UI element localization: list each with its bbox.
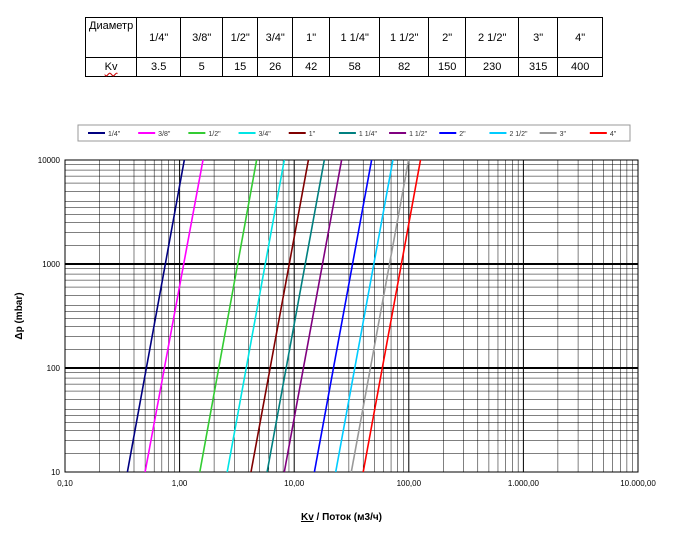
table-header-row: Диаметр 1/4" 3/8" 1/2" 3/4" 1" 1 1/4" 1 1/2" 2"… bbox=[84, 17, 604, 58]
kv-value-cell: 3.5 bbox=[136, 57, 182, 77]
x-tick-label: 10.000,00 bbox=[620, 479, 656, 488]
y-tick-label: 10000 bbox=[38, 156, 61, 165]
size-cell: 1/4" bbox=[136, 17, 182, 58]
series-line bbox=[126, 159, 186, 473]
legend-label: 3" bbox=[560, 131, 567, 138]
kv-value-cell: 58 bbox=[329, 57, 381, 77]
x-tick-label: 0,10 bbox=[57, 479, 73, 488]
x-axis-title: Kv / Поток (м3/ч) bbox=[301, 512, 382, 523]
size-cell: 1 1/4" bbox=[329, 17, 381, 58]
legend-label: 1/2" bbox=[208, 131, 221, 138]
kv-value-cell: 82 bbox=[379, 57, 430, 77]
series-line bbox=[144, 159, 204, 473]
legend-label: 3/4" bbox=[259, 131, 272, 138]
y-tick-label: 100 bbox=[47, 364, 61, 373]
legend-label: 4" bbox=[610, 131, 617, 138]
x-axis-title-kv: Kv bbox=[301, 512, 314, 523]
series-line bbox=[362, 159, 422, 473]
kv-value-cell: 230 bbox=[465, 57, 520, 77]
legend-label: 2" bbox=[459, 131, 466, 138]
legend-label: 1 1/2" bbox=[409, 131, 428, 138]
x-axis-title-rest: / Поток (м3/ч) bbox=[314, 512, 382, 523]
size-cell: 4" bbox=[557, 17, 604, 58]
series-line bbox=[199, 159, 258, 473]
table-kv-row: Kv 3.5 5 15 26 42 58 82 150 230 315 400 bbox=[84, 57, 604, 77]
kv-value-cell: 315 bbox=[518, 57, 559, 77]
y-axis-title: Δp (mbar) bbox=[14, 292, 25, 339]
size-cell: 1/2" bbox=[222, 17, 259, 58]
legend-label: 2 1/2" bbox=[509, 131, 528, 138]
x-tick-label: 1,00 bbox=[172, 479, 188, 488]
kv-header-cell: Kv bbox=[84, 57, 138, 77]
chart-legend: 1/4" 3/8" 1/2" 3/4" 1" 1 1/4" 1 1/2" 2" 2 1/2" 3"… bbox=[77, 124, 631, 142]
kv-value-cell: 26 bbox=[257, 57, 294, 77]
y-tick-label: 10 bbox=[51, 468, 60, 477]
x-tick-label: 1.000,00 bbox=[508, 479, 540, 488]
kv-value-cell: 5 bbox=[180, 57, 224, 77]
plot-area bbox=[64, 159, 639, 473]
kv-value-cell: 42 bbox=[292, 57, 331, 77]
series-line bbox=[266, 159, 326, 473]
chart-series-group bbox=[126, 159, 422, 473]
kv-value-cell: 15 bbox=[222, 57, 259, 77]
legend-label: 1" bbox=[309, 131, 316, 138]
chart-tick-labels: 0,10 1,00 10,00 100,00 1.000,00 10.000,00 10 10… bbox=[38, 156, 657, 488]
series-line bbox=[250, 159, 310, 473]
size-cell: 3" bbox=[518, 17, 559, 58]
series-line bbox=[283, 159, 343, 473]
series-line bbox=[226, 159, 286, 473]
series-line bbox=[313, 159, 373, 473]
x-tick-label: 10,00 bbox=[284, 479, 305, 488]
kv-value-cell: 400 bbox=[557, 57, 604, 77]
series-line bbox=[350, 159, 410, 473]
x-tick-label: 100,00 bbox=[397, 479, 422, 488]
series-line bbox=[334, 159, 394, 473]
size-cell: 1 1/2" bbox=[379, 17, 430, 58]
chart-grid bbox=[64, 159, 639, 473]
legend-label: 1 1/4" bbox=[359, 131, 378, 138]
diameter-header-cell: Диаметр bbox=[84, 17, 138, 58]
kv-table: Диаметр 1/4" 3/8" 1/2" 3/4" 1" 1 1/4" 1 1/2" 2"… bbox=[84, 17, 604, 77]
legend-label: 3/8" bbox=[158, 131, 171, 138]
y-tick-label: 1000 bbox=[42, 260, 60, 269]
legend-label: 1/4" bbox=[108, 131, 121, 138]
